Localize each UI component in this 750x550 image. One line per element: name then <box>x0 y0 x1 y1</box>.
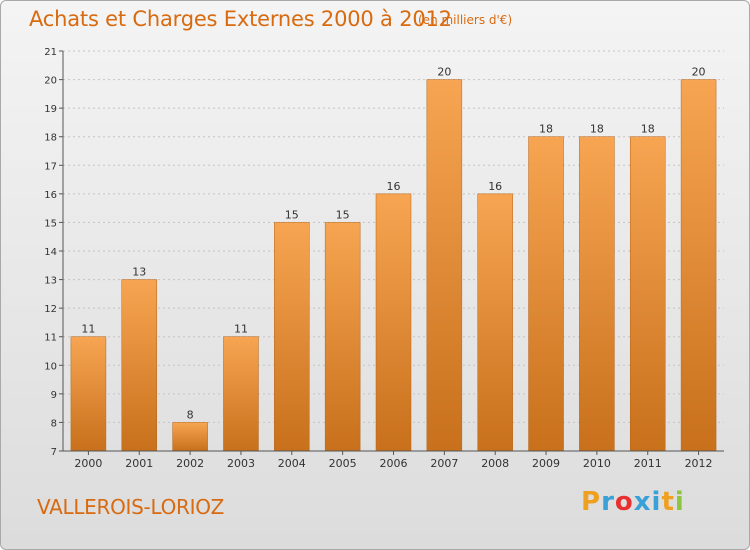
data-label: 11 <box>234 323 248 336</box>
x-tick-label: 2002 <box>176 457 204 470</box>
logo-letter: x <box>633 487 652 517</box>
proxiti-logo: Proxiti <box>581 487 685 517</box>
y-tick-label: 7 <box>51 447 57 458</box>
data-label: 16 <box>488 180 502 193</box>
y-tick-label: 12 <box>44 304 57 315</box>
x-tick-label: 2010 <box>583 457 611 470</box>
bar <box>172 422 208 452</box>
data-label: 15 <box>285 208 299 221</box>
x-tick-label: 2008 <box>481 457 509 470</box>
x-tick-label: 2005 <box>329 457 357 470</box>
bar <box>528 136 564 452</box>
logo-letter: o <box>614 487 634 517</box>
x-tick-label: 2000 <box>74 457 102 470</box>
x-tick-label: 2006 <box>380 457 408 470</box>
logo-letter: P <box>581 487 602 517</box>
chart-subtitle: (en milliers d'€) <box>418 13 513 27</box>
y-tick-label: 19 <box>44 104 57 115</box>
bars: 11 13 8 11 15 15 16 20 16 18 18 18 20 <box>70 66 717 452</box>
y-tick-label: 17 <box>44 161 57 172</box>
y-axis: 7 8 9 10 11 12 13 14 15 16 17 18 19 20 21 <box>44 47 64 458</box>
data-label: 8 <box>187 408 194 421</box>
bar <box>477 193 513 452</box>
data-label: 18 <box>590 123 604 136</box>
town-name: VALLEROIS-LORIOZ <box>37 495 225 519</box>
x-tick-label: 2012 <box>685 457 713 470</box>
y-tick-label: 16 <box>44 190 57 201</box>
y-tick-label: 21 <box>44 47 57 58</box>
bar <box>324 222 361 452</box>
data-label: 16 <box>387 180 401 193</box>
chart-title: Achats et Charges Externes 2000 à 2012 <box>29 7 452 31</box>
x-tick-label: 2011 <box>634 457 662 470</box>
y-tick-label: 11 <box>44 333 57 344</box>
x-tick-label: 2007 <box>430 457 458 470</box>
data-label: 18 <box>641 123 655 136</box>
y-tick-label: 13 <box>44 276 57 287</box>
bar <box>426 79 463 452</box>
logo-letter: i <box>651 487 662 517</box>
data-label: 11 <box>81 323 95 336</box>
logo-letter: t <box>661 487 675 517</box>
y-tick-label: 20 <box>44 76 57 87</box>
bar <box>680 79 717 452</box>
y-tick-label: 14 <box>44 247 57 258</box>
y-tick-label: 9 <box>51 390 57 401</box>
data-label: 13 <box>132 266 146 279</box>
logo-letter: i <box>674 487 685 517</box>
bar <box>579 136 615 452</box>
y-tick-label: 10 <box>44 361 57 372</box>
x-tick-label: 2004 <box>278 457 306 470</box>
bar <box>629 136 666 452</box>
data-label: 20 <box>692 66 706 79</box>
bar <box>375 193 412 452</box>
data-label: 20 <box>437 66 451 79</box>
data-label: 18 <box>539 123 553 136</box>
y-tick-label: 8 <box>51 418 57 429</box>
x-tick-label: 2001 <box>125 457 153 470</box>
x-tick-label: 2009 <box>532 457 560 470</box>
x-tick-label: 2003 <box>227 457 255 470</box>
bar <box>121 279 158 452</box>
bar <box>70 336 107 452</box>
data-label: 15 <box>336 208 350 221</box>
logo-letter: r <box>601 487 615 517</box>
x-axis: 2000 2001 2002 2003 2004 2005 2006 2007 2008 2009… <box>63 450 724 470</box>
y-tick-label: 15 <box>44 218 57 229</box>
y-tick-label: 18 <box>44 133 57 144</box>
bar <box>274 222 310 452</box>
bar <box>223 336 259 452</box>
